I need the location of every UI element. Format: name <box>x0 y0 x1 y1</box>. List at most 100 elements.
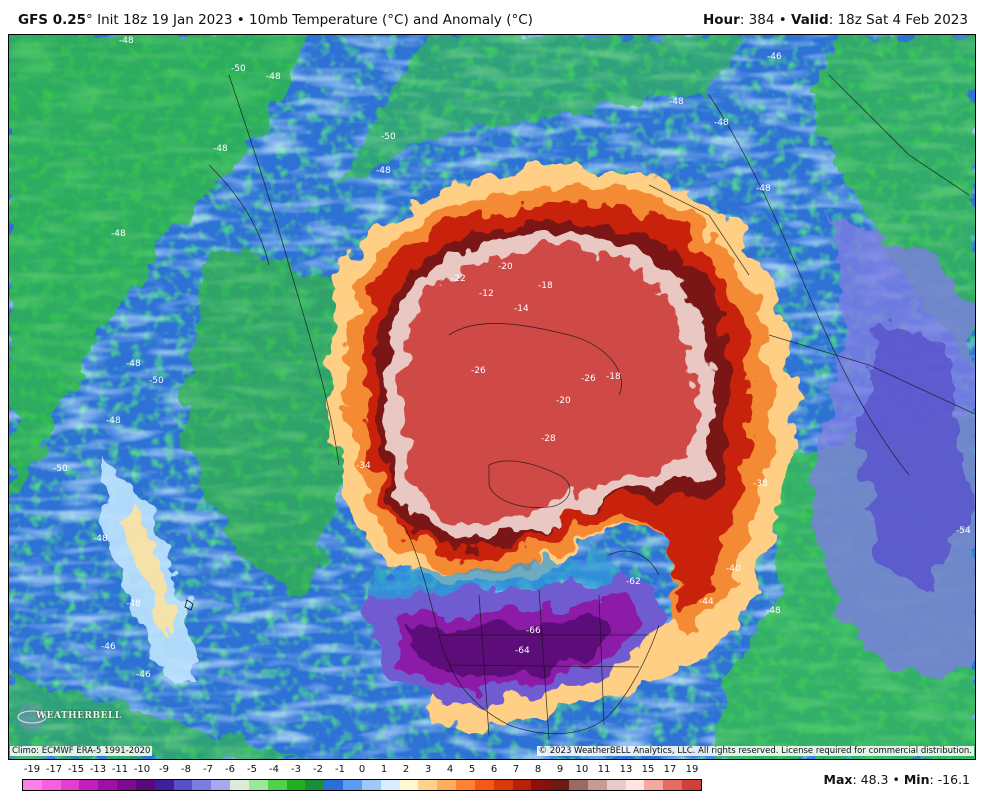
contour-label: -46 <box>136 670 151 680</box>
contour-labels: -48 -50 -48 -50 -48 -48 -48 -50 -48 -48 -50 -48 -48 -… <box>53 36 971 680</box>
colorbar-cell <box>569 780 588 790</box>
contour-label: -50 <box>53 464 68 474</box>
contour-label: -18 <box>606 372 621 382</box>
contour-label: -48 <box>93 534 108 544</box>
colorbar-cell <box>23 780 42 790</box>
contour-label: -46 <box>101 642 116 652</box>
valid-bullet: • <box>778 12 787 28</box>
colorbar-tick-label: 1 <box>380 764 388 775</box>
max-value: : 48.3 <box>852 772 889 787</box>
colorbar-tick-label: 8 <box>534 764 542 775</box>
contour-label: -48 <box>106 416 121 426</box>
contour-label: -48 <box>119 36 134 46</box>
colorbar-cell <box>550 780 570 790</box>
colorbar-tick-label: 7 <box>512 764 520 775</box>
colorbar-strip <box>22 779 702 791</box>
colorbar-cell <box>267 780 287 790</box>
contour-label: -34 <box>356 461 371 471</box>
colorbar-cell <box>286 780 306 790</box>
contour-label: -14 <box>514 304 529 314</box>
colorbar-cell <box>606 780 626 790</box>
colorbar-cell <box>681 780 701 790</box>
contour-label: -48 <box>213 144 228 154</box>
weatherbell-logo: WEATHERBELL <box>14 698 121 736</box>
degree-symbol: ° <box>86 12 93 28</box>
contour-label: -48 <box>126 599 141 609</box>
colorbar-tick-label: -5 <box>247 764 257 775</box>
contour-label: -18 <box>538 281 553 291</box>
contour-label: -48 <box>669 97 684 107</box>
colorbar-cell <box>493 780 513 790</box>
contour-label: -46 <box>767 52 782 62</box>
contour-label: -48 <box>376 166 391 176</box>
max-label: Max <box>823 772 853 787</box>
contour-label: -50 <box>381 132 396 142</box>
contour-label: -62 <box>626 577 641 587</box>
colorbar-cell <box>192 780 212 790</box>
colorbar-tick-label: -6 <box>225 764 235 775</box>
contour-label: -22 <box>451 274 466 284</box>
colorbar-tick-labels: -19 -17 -15 -13 -11 -10 -9 -8 -7 -6 -5 -4 -3 -2 -1 0 1 2 3… <box>22 764 702 778</box>
colorbar-cell <box>305 780 325 790</box>
colorbar-tick-label: -17 <box>45 764 63 775</box>
colorbar-tick-label: -9 <box>159 764 169 775</box>
contour-label: -40 <box>726 564 741 574</box>
logo-globe-icon <box>17 703 47 731</box>
colorbar-tick-label: -8 <box>181 764 191 775</box>
max-min-readout: Max: 48.3 • Min: -16.1 <box>824 772 970 787</box>
colorbar-cell <box>173 780 193 790</box>
colorbar-cell <box>625 780 645 790</box>
contour-label: -64 <box>515 646 530 656</box>
valid-label: Valid <box>790 12 829 28</box>
contour-label: -48 <box>266 72 281 82</box>
colorbar-tick-label: 13 <box>619 764 633 775</box>
climo-note: Climo: ECMWF ERA-5 1991-2020 <box>10 746 153 756</box>
contour-label: -50 <box>231 64 246 74</box>
colorbar-tick-label: 19 <box>685 764 699 775</box>
colorbar-tick-label: -15 <box>67 764 85 775</box>
colorbar-tick-label: 6 <box>490 764 498 775</box>
model-name: GFS 0.25 <box>18 12 87 28</box>
colorbar-cell <box>117 780 136 790</box>
colorbar-legend: -19 -17 -15 -13 -11 -10 -9 -8 -7 -6 -5 -4 -3 -2 -1 0 1 2 3… <box>22 762 702 794</box>
product-name: 10mb Temperature (°C) and Anomaly (°C) <box>249 12 533 28</box>
colorbar-tick-label: 15 <box>641 764 655 775</box>
maxmin-bullet: • <box>892 772 900 787</box>
title-bullet: • <box>236 12 245 28</box>
colorbar-tick-label: 3 <box>424 764 432 775</box>
colorbar-tick-label: 2 <box>402 764 410 775</box>
copyright-note: © 2023 WeatherBELL Analytics, LLC. All r… <box>536 746 974 756</box>
contour-label: -12 <box>479 289 494 299</box>
min-value: : -16.1 <box>929 772 970 787</box>
colorbar-tick-label: -13 <box>89 764 107 775</box>
contour-label: -48 <box>766 606 781 616</box>
colorbar-cell <box>211 780 231 790</box>
colorbar-cell <box>361 780 381 790</box>
contour-label: -26 <box>581 374 596 384</box>
colorbar-cell <box>154 780 174 790</box>
colorbar-tick-label: -3 <box>291 764 301 775</box>
colorbar-cell <box>60 780 80 790</box>
southern-cold-lobe <box>369 555 662 701</box>
contour-label: -20 <box>556 396 571 406</box>
hour-value: : 384 <box>739 12 775 28</box>
valid-value: : 18z Sat 4 Feb 2023 <box>828 12 968 28</box>
contour-label: -48 <box>111 229 126 239</box>
colorbar-cell <box>531 780 551 790</box>
colorbar-cell <box>135 780 155 790</box>
colorbar-tick-label: -19 <box>23 764 41 775</box>
colorbar-tick-label: 5 <box>468 764 476 775</box>
map-boundaries <box>208 74 975 741</box>
colorbar-cell <box>418 780 438 790</box>
colorbar-tick-label: 0 <box>358 764 366 775</box>
valid-time-info: Hour: 384 • Valid: 18z Sat 4 Feb 2023 <box>703 12 968 28</box>
colorbar-cell <box>343 780 362 790</box>
western-pale-band <box>99 455 199 675</box>
colorbar-cell <box>512 780 532 790</box>
init-time: Init 18z 19 Jan 2023 <box>97 12 233 28</box>
colorbar-cell <box>644 780 664 790</box>
min-label: Min <box>903 772 930 787</box>
colorbar-tick-label: -7 <box>203 764 213 775</box>
map-panel: -48 -50 -48 -50 -48 -48 -48 -50 -48 -48 -50 -48 -48 -… <box>8 34 976 760</box>
colorbar-cell <box>474 780 494 790</box>
